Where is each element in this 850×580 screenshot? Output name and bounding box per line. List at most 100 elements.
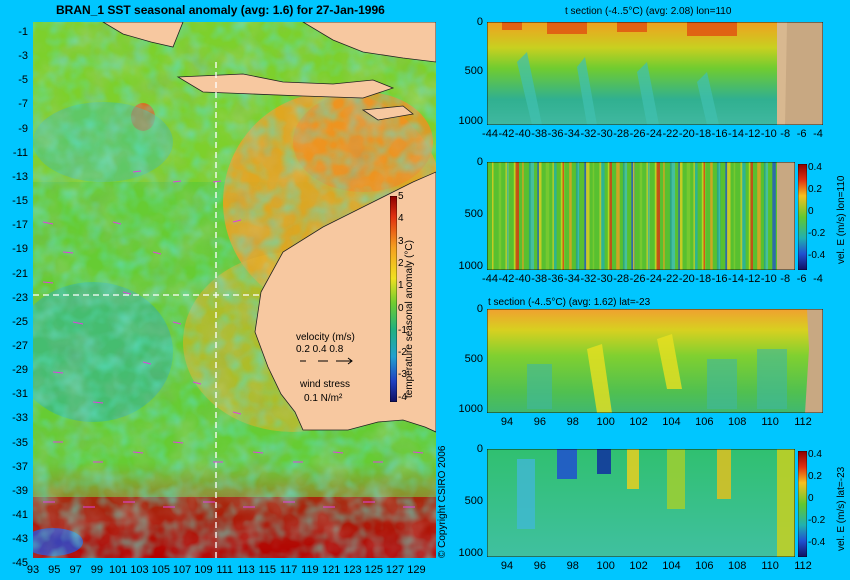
panel-x-tick-label: 98 (566, 560, 579, 572)
lon-tick-label: 101 (109, 564, 128, 576)
panel-colorbar-tick-label: -0.4 (808, 250, 826, 261)
panel-x-tick-label: -44 (482, 273, 498, 285)
land-indonesia (102, 22, 184, 48)
velocity-stripe (599, 162, 602, 270)
panel-colorbar-tick-label: -0.4 (808, 537, 826, 548)
lat-tick-label: -11 (12, 146, 28, 159)
panel-x-tick-label: -44 (482, 128, 498, 140)
panel-x-tick-label: -4 (813, 128, 823, 140)
panel-x-tick-label: -42 (498, 128, 515, 140)
lat-tick-label: -9 (18, 122, 28, 135)
panel-colorbar-tick-label: 0.2 (808, 184, 822, 195)
panel-x-tick-label: 94 (500, 416, 514, 428)
panel-x-tick-label: -26 (629, 128, 646, 140)
velocity-stripe (727, 162, 731, 270)
panel-x-tick-label: -36 (547, 128, 564, 140)
panel-colorbar-tick-label: 0.4 (808, 162, 822, 173)
velocity-stripe (740, 162, 743, 270)
panel-x-tick-label: -26 (629, 273, 646, 285)
map-colorbar-label: temperature seasonal anomaly (°C) (404, 240, 415, 398)
velocity-stripe (537, 162, 539, 270)
colorbar-tick-label: -2 (398, 347, 407, 359)
velocity-stripe (492, 162, 494, 270)
panel-x-tick-label: 106 (695, 416, 714, 428)
lon-tick-label: 113 (237, 564, 255, 576)
lon-tick-label: 115 (258, 564, 277, 576)
panel-y-tick-label: 0 (476, 156, 483, 168)
velocity-stripe (569, 162, 572, 270)
panel-x-tick-label: -24 (646, 128, 662, 140)
panel-x-tick-label: -30 (596, 273, 613, 285)
panel-x-tick-label: -34 (564, 128, 580, 140)
panel-x-tick-label: -40 (514, 128, 531, 140)
velocity-stripe (554, 162, 557, 270)
lon-tick-label: 123 (343, 564, 362, 576)
velocity-stripe (515, 162, 519, 270)
velocity-stripe (584, 162, 587, 270)
panel-x-tick-label: -8 (780, 273, 791, 285)
panel-x-tick-label: 110 (761, 560, 779, 572)
lon-tick-label: 119 (301, 564, 319, 576)
panel-x-tick-label: -30 (596, 128, 613, 140)
colorbar-tick-label: -1 (398, 324, 407, 336)
panel-x-tick-label: 106 (695, 560, 714, 572)
panel-x-tick-label: 96 (533, 416, 546, 428)
velocity-stripe (552, 162, 554, 270)
colorbar-tick-label: 1 (398, 280, 404, 292)
panel-x-tick-label: -16 (711, 128, 728, 140)
velocity-stripe (671, 162, 676, 270)
lat-tick-label: -25 (12, 315, 28, 328)
panel-colorbar-tick-label: -0.2 (808, 515, 826, 526)
panel-y-tick-label: 1000 (458, 114, 483, 127)
panel-x-tick-label: 100 (596, 416, 615, 428)
velocity-stripe (703, 162, 705, 270)
lon-tick-label: 125 (364, 564, 383, 576)
panel-x-tick-label: -28 (613, 128, 630, 140)
panel-x-tick-label: -18 (695, 273, 712, 285)
velocity-stripe (710, 162, 713, 270)
panel-y-tick-label: 1000 (458, 259, 483, 272)
panel-x-tick-label: -36 (547, 273, 564, 285)
panel-x-tick-label: 104 (662, 560, 681, 572)
panel3-temperature-section-lat (487, 309, 823, 413)
lon-tick-label: 103 (130, 564, 149, 576)
panel-y-tick-label: 0 (476, 303, 483, 315)
panel-x-tick-label: 112 (794, 560, 812, 572)
lon-tick-label: 121 (322, 564, 341, 576)
velocity-stripe (507, 162, 509, 270)
velocity-stripe (513, 162, 517, 270)
lat-tick-label: -29 (12, 364, 28, 377)
lat-tick-label: -5 (18, 74, 28, 87)
map-colorbar (390, 196, 397, 402)
colorbar-tick-label: 4 (398, 213, 404, 225)
panel-x-tick-label: -32 (580, 273, 597, 285)
velocity-legend-values: 0.2 0.4 0.8 (296, 344, 344, 355)
lon-tick-label: 109 (194, 564, 213, 576)
panel-x-tick-label: -6 (796, 128, 807, 140)
panel-x-tick-label: 104 (662, 416, 681, 428)
lat-tick-label: -27 (12, 339, 28, 352)
velocity-stripe (539, 162, 542, 270)
velocity-stripe (742, 162, 746, 270)
velocity-stripe (586, 162, 590, 270)
lat-tick-label: -7 (18, 98, 28, 111)
lat-tick-label: -1 (18, 26, 28, 38)
panel-x-tick-label: -28 (613, 273, 630, 285)
sst-anomaly-map (33, 22, 436, 558)
panel1-temperature-section-lon (487, 22, 823, 125)
panel3-title: t section (-4..5°C) (avg: 1.62) lat=-23 (488, 297, 651, 308)
velocity-stripe (757, 162, 761, 270)
lat-tick-label: -23 (12, 291, 28, 304)
panel-x-tick-label: -22 (662, 128, 679, 140)
velocity-stripe (748, 162, 751, 270)
velocity-stripe (763, 162, 766, 270)
lat-tick-label: -35 (12, 436, 28, 449)
velocity-stripe (522, 162, 524, 270)
panel-x-tick-label: -32 (580, 128, 597, 140)
panel-x-tick-label: -10 (760, 128, 777, 140)
panel-x-tick-label: 108 (728, 560, 747, 572)
colorbar-tick-label: 2 (398, 257, 404, 269)
lat-tick-label: -21 (12, 267, 28, 280)
velocity-stripe (718, 162, 721, 270)
panel-x-tick-label: -18 (695, 128, 712, 140)
